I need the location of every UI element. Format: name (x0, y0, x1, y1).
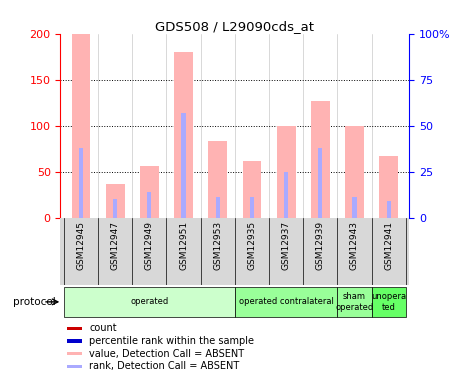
Text: unopera
ted: unopera ted (371, 292, 406, 312)
Bar (277, 126, 296, 218)
Bar (147, 192, 152, 217)
Bar (284, 172, 288, 217)
Text: GSM12953: GSM12953 (213, 221, 222, 270)
Bar (64, 286, 235, 317)
Bar (386, 201, 391, 217)
Bar (345, 126, 364, 218)
Text: GSM12951: GSM12951 (179, 221, 188, 270)
Text: GSM12935: GSM12935 (247, 221, 256, 270)
Bar (181, 113, 186, 218)
Bar (216, 197, 220, 217)
Bar (72, 34, 90, 218)
Bar (67, 327, 82, 330)
Text: sham
operated: sham operated (335, 292, 373, 312)
Bar (235, 286, 338, 317)
Bar (338, 286, 372, 317)
Bar (243, 160, 261, 218)
Bar (208, 141, 227, 218)
Bar (79, 148, 83, 217)
Bar (250, 197, 254, 217)
Bar (67, 352, 82, 356)
Text: GSM12945: GSM12945 (76, 221, 86, 270)
Title: GDS508 / L29090cds_at: GDS508 / L29090cds_at (155, 20, 314, 33)
Text: count: count (89, 323, 117, 333)
Text: GSM12943: GSM12943 (350, 221, 359, 270)
Bar (379, 156, 398, 218)
Text: GSM12947: GSM12947 (111, 221, 120, 270)
Bar (372, 286, 406, 317)
Text: GSM12941: GSM12941 (384, 221, 393, 270)
Text: GSM12949: GSM12949 (145, 221, 154, 270)
Bar (67, 364, 82, 368)
Bar (318, 148, 322, 217)
Text: rank, Detection Call = ABSENT: rank, Detection Call = ABSENT (89, 362, 239, 371)
Text: value, Detection Call = ABSENT: value, Detection Call = ABSENT (89, 349, 244, 359)
Text: operated contralateral: operated contralateral (239, 297, 333, 306)
Text: GSM12939: GSM12939 (316, 221, 325, 270)
Bar (352, 197, 357, 217)
Text: percentile rank within the sample: percentile rank within the sample (89, 336, 254, 346)
Text: protocol: protocol (13, 297, 56, 307)
Text: GSM12937: GSM12937 (282, 221, 291, 270)
Bar (140, 166, 159, 218)
Bar (174, 52, 193, 217)
Bar (113, 199, 117, 217)
Text: operated: operated (130, 297, 168, 306)
Bar (311, 101, 330, 217)
Bar (67, 339, 82, 343)
Bar (106, 184, 125, 218)
